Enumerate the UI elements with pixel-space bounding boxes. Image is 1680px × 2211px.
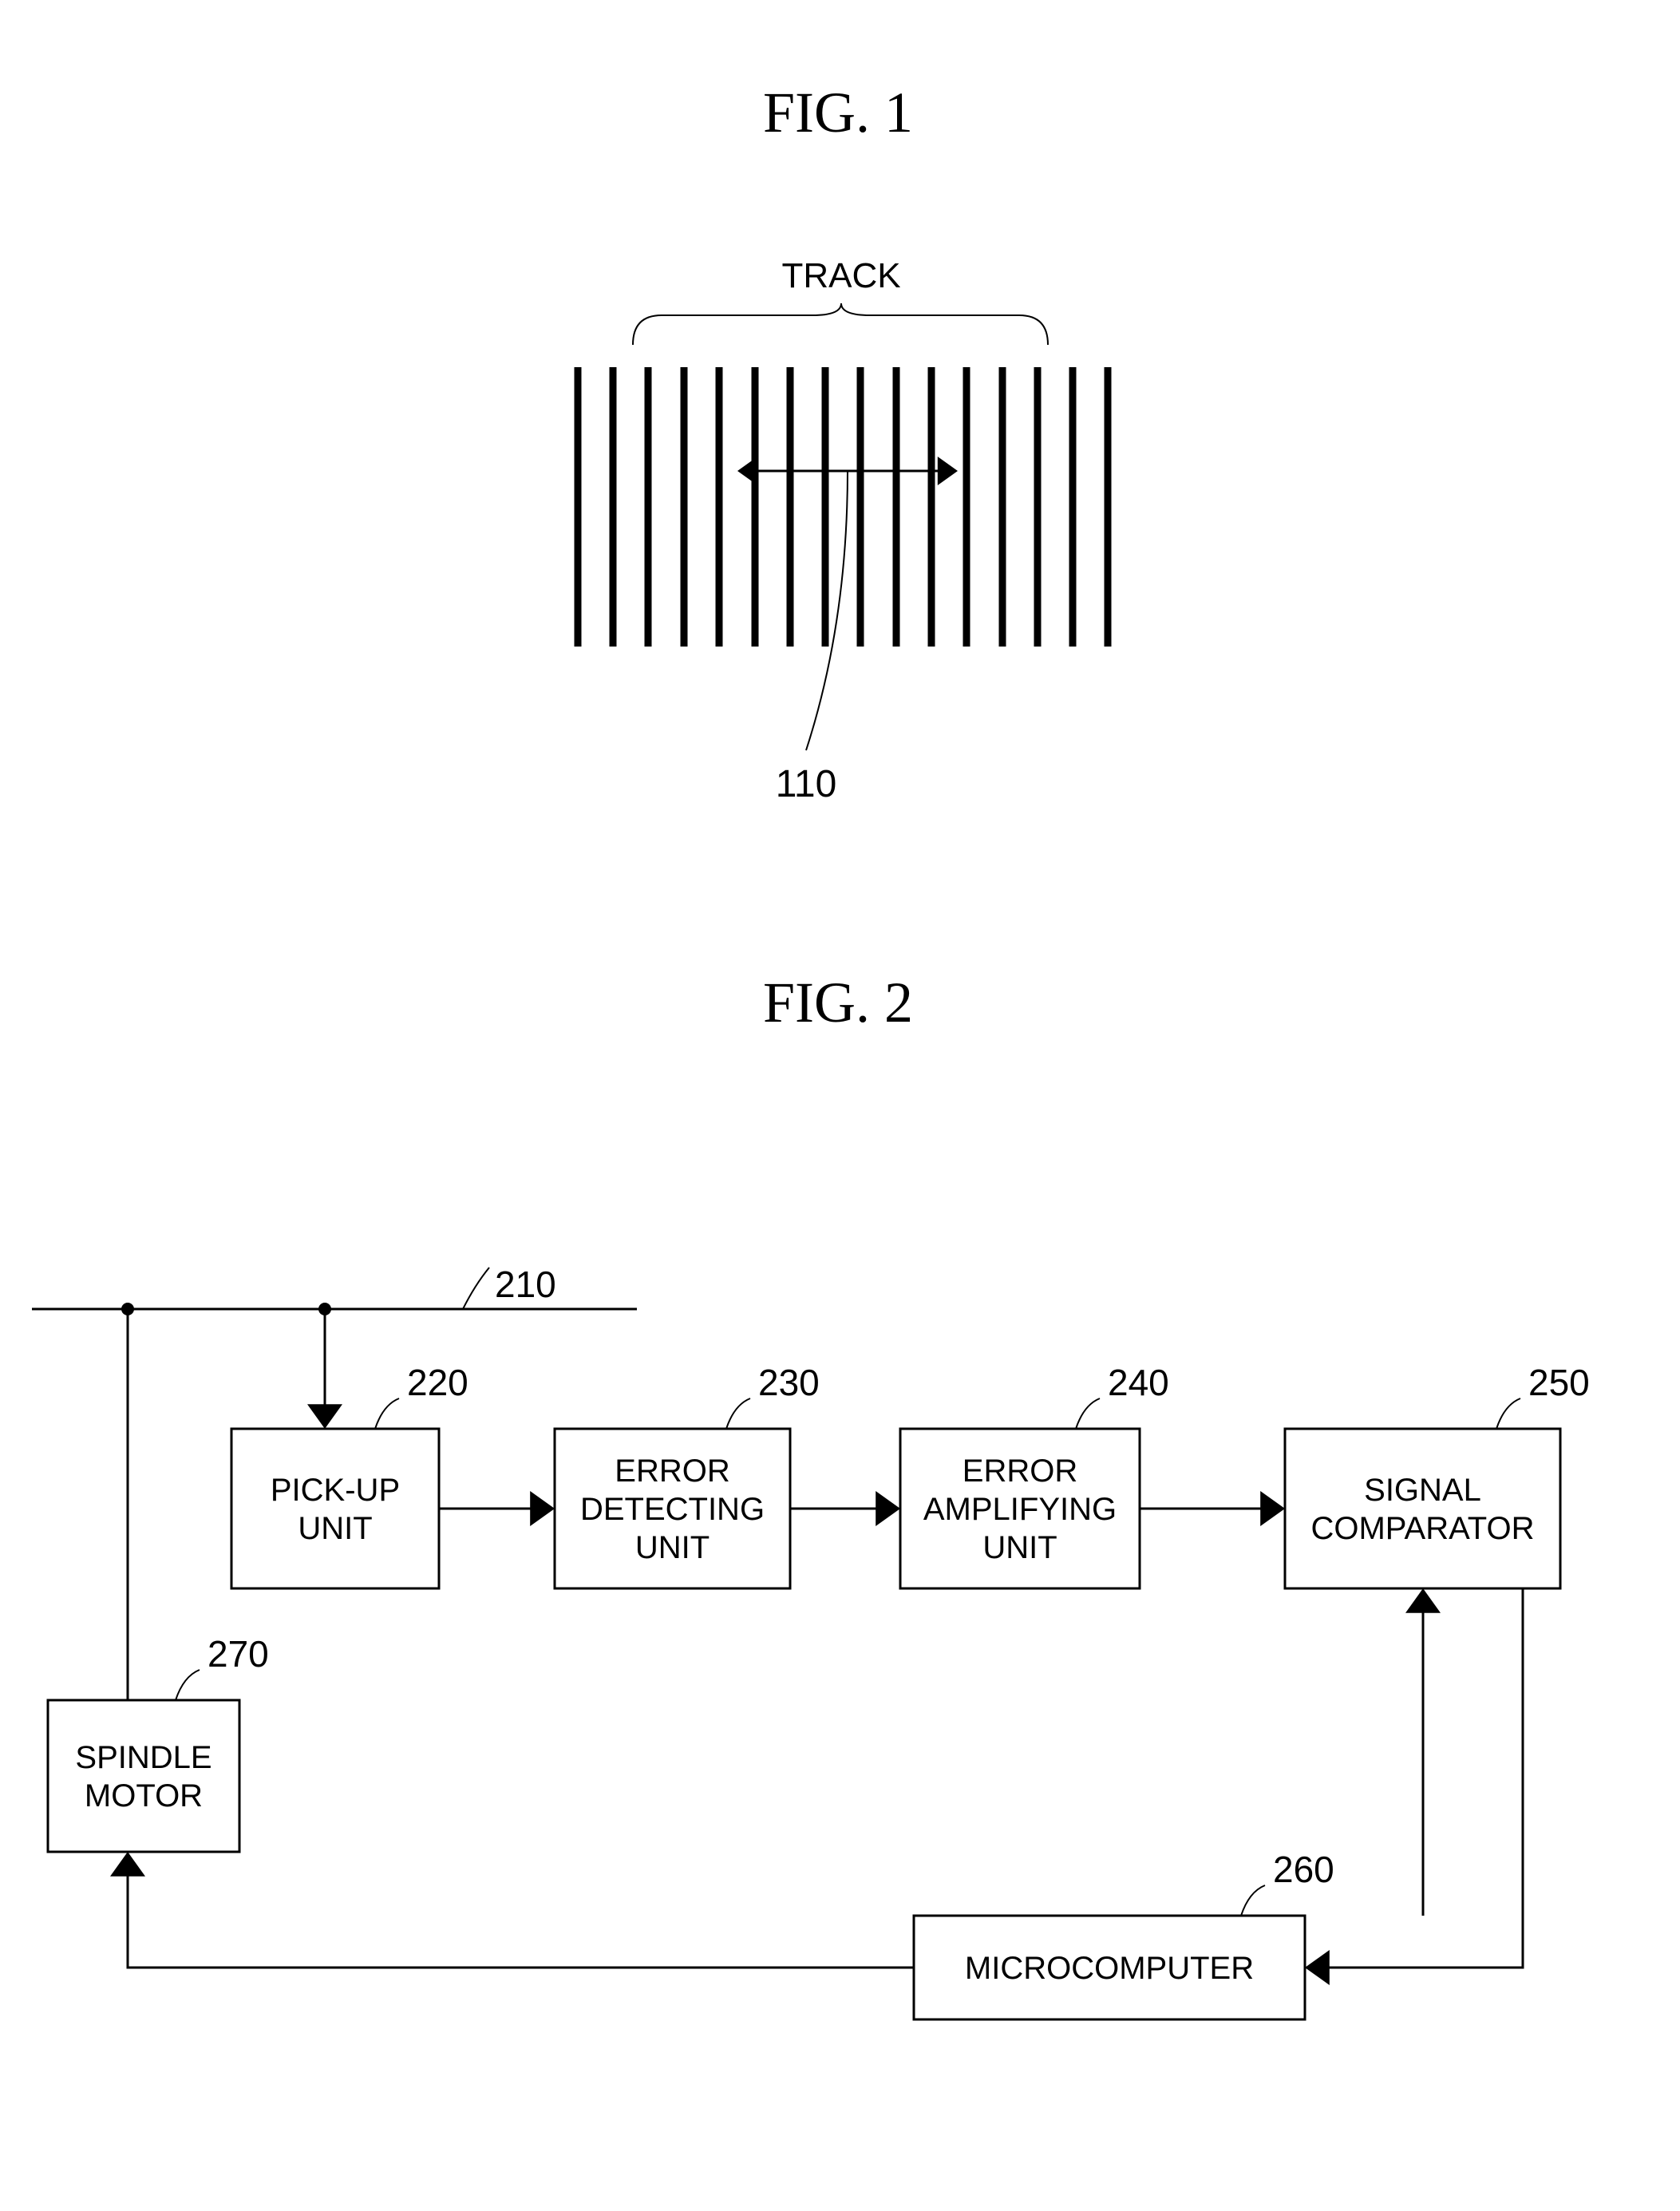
fig2-box-detect-label-line: ERROR [615,1454,729,1489]
fig1-ref-110: 110 [776,763,837,805]
fig2-ref-270: 270 [208,1633,269,1675]
fig2-box-pickup: PICK-UPUNIT 220 [231,1362,468,1588]
fig2-box-spindle-label-line: SPINDLE [75,1740,211,1775]
fig1-brace [633,303,1048,345]
fig1-track-bars [578,367,1108,647]
fig2-box-micro: MICROCOMPUTER 260 [914,1849,1334,2019]
fig2-ref-220: 220 [407,1362,468,1403]
fig1-track-label: TRACK [781,256,900,295]
fig1-title: FIG. 1 [763,81,913,144]
fig2-box-compare-label-line: COMPARATOR [1310,1511,1534,1546]
fig2-ref-240: 240 [1108,1362,1169,1403]
fig2-box-pickup-label-line: PICK-UP [271,1473,400,1508]
fig2-title: FIG. 2 [763,971,913,1034]
fig2-box-spindle: SPINDLEMOTOR 270 [48,1633,269,1852]
fig2-ref-250: 250 [1528,1362,1590,1403]
fig2-box-detect-label-line: DETECTING [580,1492,765,1527]
fig2-box-amplify: ERRORAMPLIFYINGUNIT 240 [900,1362,1169,1588]
fig2-box-spindle-label-line: MOTOR [85,1778,203,1813]
fig2-box-amplify-label-line: AMPLIFYING [923,1492,1117,1527]
fig2-box-detect-label-line: UNIT [635,1530,710,1565]
fig2-box-amplify-label-line: ERROR [963,1454,1077,1489]
fig2-box-micro-label-line: MICROCOMPUTER [965,1951,1254,1986]
fig2-box-compare: SIGNALCOMPARATOR 250 [1285,1362,1590,1588]
fig2-box-compare-label-line: SIGNAL [1364,1473,1481,1508]
fig2-box-amplify-label-line: UNIT [982,1530,1057,1565]
fig2-ref-260: 260 [1273,1849,1334,1890]
fig2-box-pickup-label-line: UNIT [298,1511,372,1546]
fig2-ref-230: 230 [758,1362,820,1403]
fig2-ref-210: 210 [495,1264,556,1305]
fig2-box-detect: ERRORDETECTINGUNIT 230 [555,1362,820,1588]
